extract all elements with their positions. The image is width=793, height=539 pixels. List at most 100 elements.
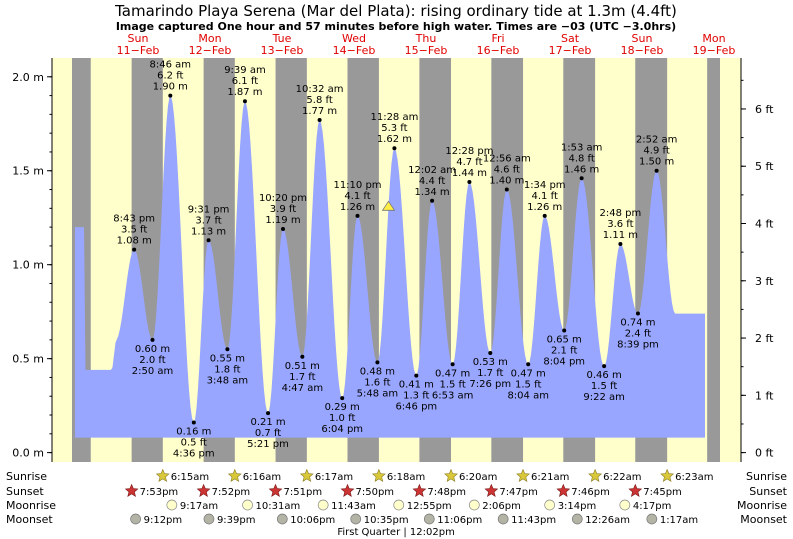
day-date-label: 19−Feb bbox=[693, 44, 736, 57]
tide-time-label: 12:56 am bbox=[483, 154, 531, 165]
tide-m-label: 1.77 m bbox=[302, 106, 337, 117]
tide-point bbox=[168, 93, 173, 98]
tide-time-label: 8:39 pm bbox=[617, 340, 659, 351]
moonset-icon bbox=[423, 513, 435, 525]
tide-point bbox=[562, 328, 567, 333]
sunrise-icon bbox=[588, 468, 603, 482]
sunset-icon bbox=[124, 483, 139, 497]
tide-time-label: 2:52 am bbox=[636, 135, 678, 146]
y-left-tick-label: 2.0 m bbox=[12, 71, 44, 84]
tide-time-label: 9:22 am bbox=[583, 392, 625, 403]
moon-phase-label: First Quarter | 12:02pm bbox=[337, 527, 455, 538]
tide-m-label: 1.26 m bbox=[340, 202, 375, 213]
sunrise-time: 6:18am bbox=[387, 472, 425, 483]
sunset-time: 7:46pm bbox=[571, 487, 610, 498]
sunrise-icon bbox=[155, 468, 170, 482]
tide-point bbox=[191, 420, 196, 425]
tide-m-label: 1.62 m bbox=[377, 134, 412, 145]
moonset-time: 9:39pm bbox=[217, 515, 256, 526]
tide-ft-label: 6.1 ft bbox=[232, 76, 258, 87]
sunrise-time: 6:17am bbox=[315, 472, 353, 483]
y-right-tick-label: 6 ft bbox=[755, 103, 774, 116]
tide-time-label: 11:10 pm bbox=[333, 180, 381, 191]
tide-point bbox=[225, 347, 230, 352]
day-labels: Sun11−FebMon12−FebTue13−FebWed14−FebThu1… bbox=[117, 32, 736, 57]
day-date-label: 17−Feb bbox=[549, 44, 592, 57]
sunset-time: 7:50pm bbox=[355, 487, 394, 498]
tide-m-label: 1.50 m bbox=[639, 157, 674, 168]
sunrise-time: 6:21am bbox=[531, 472, 569, 483]
tide-time-label: 1:53 am bbox=[561, 142, 603, 153]
tide-time-label: 10:20 pm bbox=[259, 193, 307, 204]
tide-point bbox=[355, 213, 360, 218]
day-date-label: 11−Feb bbox=[117, 44, 160, 57]
sunset-icon bbox=[412, 483, 427, 497]
tide-point bbox=[430, 198, 435, 203]
tide-ft-label: 5.8 ft bbox=[306, 95, 332, 106]
tide-m-label: 1.08 m bbox=[117, 236, 152, 247]
sunrise-icon bbox=[299, 468, 314, 482]
tide-ft-label: 4.9 ft bbox=[643, 146, 669, 157]
tide-time-label: 11:28 am bbox=[370, 112, 418, 123]
tide-m-label: 1.44 m bbox=[452, 168, 487, 179]
sunrise-icon bbox=[444, 468, 458, 482]
tide-labels: 8:43 pm3.5 ft1.08 m 0.60 m2.0 ft2:50 am 8:… bbox=[113, 60, 677, 460]
tide-point bbox=[414, 373, 419, 378]
moonrise-time: 12:55pm bbox=[407, 501, 452, 512]
tide-m-label: 0.47 m bbox=[511, 368, 546, 379]
sunset-row-label-left: Sunset bbox=[6, 485, 44, 498]
day-name-label: Fri bbox=[491, 32, 504, 45]
tide-m-label: 0.53 m bbox=[473, 357, 508, 368]
tide-time-label: 5:21 pm bbox=[247, 439, 289, 450]
moonrise-icon bbox=[166, 499, 178, 511]
moonset-time: 9:12pm bbox=[144, 515, 183, 526]
day-date-label: 18−Feb bbox=[621, 44, 664, 57]
sunset-time: 7:48pm bbox=[427, 487, 466, 498]
sunrise-icon bbox=[516, 468, 530, 482]
moonset-row-label-left: Moonset bbox=[6, 513, 53, 526]
moonset-icon bbox=[646, 513, 658, 525]
y-left-tick-label: 1.5 m bbox=[12, 165, 44, 178]
moonrise-time: 4:17pm bbox=[633, 501, 672, 512]
day-date-label: 13−Feb bbox=[261, 44, 304, 57]
day-name-label: Sat bbox=[561, 32, 580, 45]
night-band bbox=[707, 58, 720, 462]
tide-time-label: 6:53 am bbox=[432, 390, 474, 401]
tide-point bbox=[392, 146, 397, 151]
axes: 0.0 m 0.5 m 1.0 m 1.5 m 2.0 m 0 ft 1 ft 2 ft 3 f… bbox=[12, 58, 774, 462]
tide-point bbox=[526, 362, 531, 367]
moonset-icon bbox=[203, 513, 215, 525]
tide-m-label: 1.13 m bbox=[191, 226, 226, 237]
tide-m-label: 1.34 m bbox=[414, 187, 449, 198]
moonrise-time: 2:06pm bbox=[482, 501, 521, 512]
sunset-icon bbox=[628, 483, 643, 497]
tide-ft-label: 1.0 ft bbox=[329, 413, 355, 424]
tide-ft-label: 1.8 ft bbox=[214, 364, 240, 375]
tide-ft-label: 1.5 ft bbox=[439, 379, 465, 390]
tide-point bbox=[206, 238, 211, 243]
moonrise-row-label-right: Moonrise bbox=[737, 499, 787, 512]
tide-ft-label: 1.3 ft bbox=[403, 391, 429, 402]
sunset-icon bbox=[556, 483, 571, 497]
y-right-tick-label: 5 ft bbox=[755, 160, 774, 173]
day-date-label: 15−Feb bbox=[405, 44, 448, 57]
tide-ft-label: 3.5 ft bbox=[121, 225, 147, 236]
tide-time-label: 2:48 pm bbox=[600, 208, 642, 219]
moonrise-icon bbox=[242, 499, 253, 511]
sunrise-icon bbox=[227, 468, 242, 482]
day-name-label: Mon bbox=[702, 32, 725, 45]
y-right-tick-label: 4 ft bbox=[755, 218, 774, 231]
tide-ft-label: 1.5 ft bbox=[591, 381, 617, 392]
tide-ft-label: 2.0 ft bbox=[139, 355, 165, 366]
tide-ft-label: 4.4 ft bbox=[419, 176, 445, 187]
tide-ft-label: 4.7 ft bbox=[456, 157, 482, 168]
sunrise-time: 6:23am bbox=[675, 472, 713, 483]
moonrise-icon bbox=[468, 499, 480, 511]
sunset-time: 7:45pm bbox=[643, 487, 682, 498]
tide-time-label: 2:50 am bbox=[132, 366, 174, 377]
tide-point bbox=[317, 118, 322, 123]
chart-title: Tamarindo Playa Serena (Mar del Plata): … bbox=[114, 2, 677, 20]
y-left-tick-label: 0.5 m bbox=[12, 353, 44, 366]
tide-m-label: 0.48 m bbox=[360, 366, 395, 377]
tide-point bbox=[542, 213, 547, 218]
